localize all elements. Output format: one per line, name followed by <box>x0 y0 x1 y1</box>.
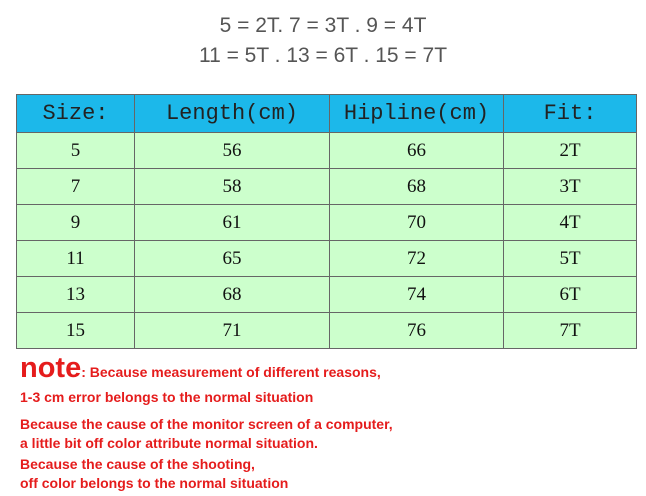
table-body: 5 56 66 2T 7 58 68 3T 9 61 70 4T 11 65 72 5T 13 68 74 6T 15 7… <box>16 132 637 349</box>
table-row: 5 56 66 2T <box>16 132 637 169</box>
table-cell: 11 <box>16 240 135 277</box>
table-cell: 76 <box>329 312 504 349</box>
table-cell: 61 <box>134 204 330 241</box>
size-legend: 11 = 5T . 13 = 6T . 15 = 7T <box>198 44 448 67</box>
table-cell: 7 <box>16 168 135 205</box>
table-cell: 3T <box>503 168 637 205</box>
table-cell: 68 <box>329 168 504 205</box>
note-text: Because the cause of the monitor screen … <box>20 416 393 432</box>
table-cell: 74 <box>329 276 504 313</box>
column-header: Fit: <box>503 94 637 133</box>
table-cell: 66 <box>329 132 504 169</box>
table-row: 9 61 70 4T <box>16 204 637 241</box>
table-row: 11 65 72 5T <box>16 240 637 277</box>
table-cell: 65 <box>134 240 330 277</box>
table-cell: 9 <box>16 204 135 241</box>
table-cell: 13 <box>16 276 135 313</box>
table-cell: 7T <box>503 312 637 349</box>
table-cell: 56 <box>134 132 330 169</box>
note-title: note <box>20 352 82 384</box>
note-text: : Because measurement of different reaso… <box>81 364 381 380</box>
table-cell: 58 <box>134 168 330 205</box>
table-cell: 70 <box>329 204 504 241</box>
table-cell: 71 <box>134 312 330 349</box>
table-cell: 4T <box>503 204 637 241</box>
table-cell: 5 <box>16 132 135 169</box>
table-cell: 68 <box>134 276 330 313</box>
note-text: Because the cause of the shooting, <box>20 456 255 472</box>
note-text: a little bit off color attribute normal … <box>20 435 318 451</box>
note-line: note: Because measurement of different r… <box>20 352 381 385</box>
table-cell: 5T <box>503 240 637 277</box>
note-text: off color belongs to the normal situatio… <box>20 475 289 491</box>
column-header: Hipline(cm) <box>329 94 504 133</box>
header-row: Size: Length(cm) Hipline(cm) Fit: <box>16 94 637 133</box>
table-row: 13 68 74 6T <box>16 276 637 313</box>
note-text: 1-3 cm error belongs to the normal situa… <box>20 389 314 405</box>
table-cell: 2T <box>503 132 637 169</box>
column-header: Size: <box>16 94 135 133</box>
table-row: 15 71 76 7T <box>16 312 637 349</box>
table-cell: 15 <box>16 312 135 349</box>
table-cell: 6T <box>503 276 637 313</box>
table-row: 7 58 68 3T <box>16 168 637 205</box>
column-header: Length(cm) <box>134 94 330 133</box>
table-cell: 72 <box>329 240 504 277</box>
size-legend: 5 = 2T. 7 = 3T . 9 = 4T <box>219 14 427 37</box>
size-table: Size: Length(cm) Hipline(cm) Fit: 5 56 66 2T 7 5… <box>16 94 637 349</box>
